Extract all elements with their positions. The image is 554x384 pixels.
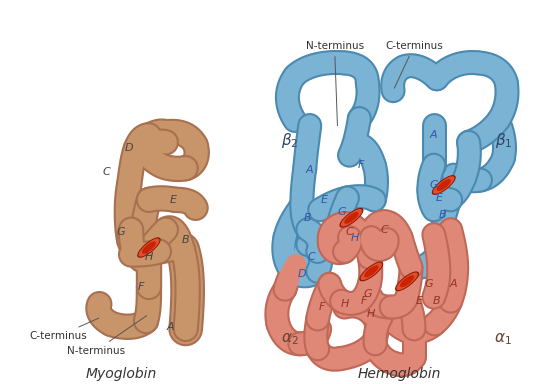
Text: $\alpha_2$: $\alpha_2$	[281, 331, 299, 347]
Text: B: B	[439, 210, 447, 220]
Text: $\beta_2$: $\beta_2$	[281, 131, 299, 150]
Ellipse shape	[397, 273, 417, 290]
Text: A: A	[430, 131, 438, 141]
Text: B: B	[182, 235, 189, 245]
Ellipse shape	[143, 242, 155, 253]
Text: B: B	[433, 296, 440, 306]
Ellipse shape	[340, 209, 363, 227]
Text: C: C	[381, 225, 388, 235]
Text: N-terminus: N-terminus	[305, 41, 363, 126]
Ellipse shape	[139, 239, 158, 256]
Text: F: F	[361, 296, 367, 306]
Text: H: H	[350, 233, 358, 243]
Ellipse shape	[401, 276, 413, 286]
Text: E: E	[321, 195, 328, 205]
Ellipse shape	[365, 266, 378, 276]
Text: G: G	[337, 207, 346, 217]
Text: N-terminus: N-terminus	[66, 316, 147, 356]
Text: D: D	[125, 143, 134, 153]
Text: H: H	[145, 252, 153, 263]
Text: E: E	[170, 195, 176, 205]
Ellipse shape	[396, 272, 418, 291]
Text: $\alpha_1$: $\alpha_1$	[494, 331, 512, 347]
Text: C: C	[308, 252, 316, 263]
Text: F: F	[358, 160, 365, 170]
Ellipse shape	[434, 177, 454, 193]
Text: H: H	[340, 299, 348, 309]
Ellipse shape	[138, 238, 160, 257]
Text: C-terminus: C-terminus	[30, 318, 99, 341]
Ellipse shape	[341, 210, 361, 226]
Text: A: A	[167, 322, 175, 332]
Text: C-terminus: C-terminus	[385, 41, 443, 88]
Text: E: E	[416, 296, 423, 306]
Text: D: D	[297, 269, 306, 279]
Text: Hemoglobin: Hemoglobin	[357, 367, 441, 381]
Text: F: F	[319, 302, 325, 312]
Ellipse shape	[345, 212, 358, 223]
Text: A: A	[450, 279, 458, 289]
Text: B: B	[304, 213, 311, 223]
Text: G: G	[424, 279, 433, 289]
Text: A: A	[306, 165, 314, 175]
Text: H: H	[367, 309, 376, 319]
Ellipse shape	[361, 263, 381, 280]
Text: E: E	[435, 193, 442, 203]
Text: C: C	[346, 227, 353, 237]
Text: F: F	[138, 282, 144, 292]
Text: G: G	[117, 227, 125, 237]
Ellipse shape	[433, 176, 455, 194]
Text: G: G	[429, 180, 438, 190]
Text: $\beta_1$: $\beta_1$	[495, 131, 512, 150]
Ellipse shape	[360, 262, 383, 281]
Text: C: C	[102, 167, 110, 177]
Text: G: G	[363, 289, 372, 299]
Ellipse shape	[437, 180, 450, 190]
Text: Myoglobin: Myoglobin	[85, 367, 157, 381]
